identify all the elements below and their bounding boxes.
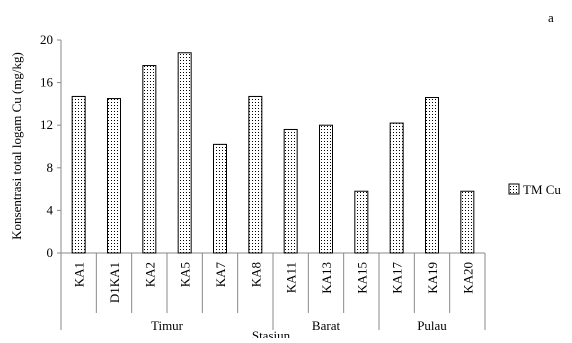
- y-tick-label: 8: [47, 160, 54, 175]
- category-label: KA8: [248, 262, 263, 287]
- bar-ka5: [177, 52, 192, 254]
- y-tick-label: 12: [40, 117, 53, 132]
- bar-ka2: [142, 65, 157, 254]
- y-tick-label: 16: [40, 75, 54, 90]
- category-label: KA20: [460, 262, 475, 294]
- group-label-pulau: Pulau: [417, 318, 447, 333]
- axes: [60, 40, 486, 313]
- y-axis-title: Konsentrasi total logam Cu (mg/kg): [9, 52, 24, 240]
- category-label: KA1: [72, 262, 87, 287]
- legend-label: TM Cu: [523, 182, 561, 197]
- group-label-timur: Timur: [151, 318, 184, 333]
- bars: [71, 52, 475, 254]
- legend: TM Cu: [508, 182, 561, 197]
- category-label: KA11: [284, 262, 299, 293]
- group-labels: Timur Barat Pulau: [60, 313, 486, 333]
- bar-ka13: [319, 124, 333, 254]
- bar-ka20: [460, 190, 475, 254]
- bar-ka1: [71, 95, 86, 254]
- category-label: KA17: [390, 262, 405, 294]
- bar-ka17: [389, 122, 404, 254]
- legend-swatch: [508, 183, 520, 195]
- y-tick-label: 20: [40, 32, 53, 47]
- x-axis-title: Stasiun: [252, 328, 291, 338]
- y-axis-ticks: 0 4 8 12 16 20: [40, 32, 61, 260]
- category-label: D1KA1: [107, 262, 122, 303]
- y-tick-label: 0: [47, 245, 54, 260]
- bar-ka7: [213, 143, 227, 254]
- category-label: KA19: [425, 262, 440, 294]
- bar-ka15: [354, 190, 369, 254]
- category-label: KA2: [142, 262, 157, 287]
- category-label: KA7: [213, 262, 228, 288]
- bar-ka19: [425, 97, 439, 254]
- y-tick-label: 4: [47, 202, 54, 217]
- bar-ka11: [283, 128, 298, 254]
- corner-label: a: [548, 10, 554, 25]
- category-label: KA15: [354, 262, 369, 294]
- category-label: KA5: [178, 262, 193, 287]
- group-label-barat: Barat: [312, 318, 341, 333]
- category-label: KA13: [319, 262, 334, 294]
- bar-ka8: [248, 95, 263, 254]
- bar-d1ka1: [107, 98, 121, 254]
- category-labels: KA1 D1KA1 KA2 KA5 KA7 KA8 KA11 KA13 KA15 KA17 KA19…: [72, 262, 476, 304]
